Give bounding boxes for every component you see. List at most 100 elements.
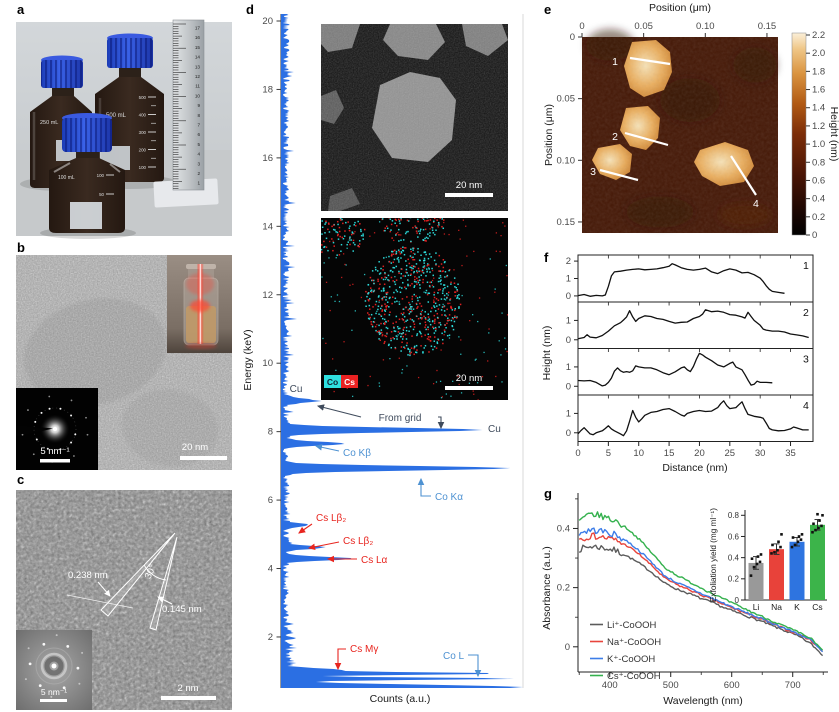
map-dot [347,241,349,243]
map-dot [400,277,402,279]
map-dot [411,283,413,285]
map-dot [318,218,320,220]
map-dot [421,317,423,319]
map-dot [436,225,439,227]
map-dot [380,290,383,292]
map-dot [432,215,434,217]
map-dot [325,221,327,224]
map-dot [441,314,443,316]
map-dot [397,256,400,259]
map-dot [370,289,373,291]
map-dot [438,326,440,328]
colorbar-tick-label: 2.0 [812,48,825,59]
map-dot [440,279,442,281]
map-dot [367,293,369,295]
map-dot [380,267,382,270]
map-dot [394,249,396,252]
map-dot [368,308,371,310]
map-dot [454,309,456,312]
map-dot [360,230,362,233]
eds-peak-label: Cs Lβ₂ [316,513,346,524]
map-dot [441,339,444,341]
map-dot [378,273,381,275]
map-dot [402,313,404,316]
map-dot [425,236,428,239]
map-dot [335,257,337,259]
map-dot [446,285,449,288]
yield-data-point [812,522,815,526]
d-spacing-1-arrow [97,581,111,597]
map-dot [501,312,503,314]
map-dot [407,309,410,311]
map-dot [386,301,389,303]
map-dot [384,272,386,274]
map-dot [454,307,456,310]
colorbar-tick-label: 1.4 [812,103,825,114]
g-xtick-label: 500 [663,680,679,691]
legend-li: Li⁺-CoOOH [607,620,656,631]
map-dot [385,299,387,301]
map-dot [456,297,458,299]
map-dot [367,384,369,387]
map-dot [405,264,408,267]
ruler-number: 12 [195,74,201,79]
map-dot [381,317,384,320]
map-dot [390,347,393,349]
map-dot [405,260,407,262]
map-dot [344,263,346,266]
map-dot [460,353,462,355]
map-dot [390,276,393,279]
yield-data-point [791,536,795,539]
map-dot [372,306,374,308]
map-dot [450,395,452,397]
map-dot [438,277,440,279]
map-dot [378,382,380,384]
map-dot [337,233,339,236]
eds-peak-label: From grid [379,413,422,424]
map-dot [388,255,390,258]
map-dot [309,227,311,229]
map-dot [394,346,397,349]
map-dot [379,339,381,341]
ruler-number: 13 [195,64,201,69]
map-dot [367,299,370,302]
afm-xtick-label: 0.05 [634,21,653,32]
map-dot [417,281,420,284]
map-dot [397,249,400,251]
map-dot [422,351,424,353]
map-dot [407,220,410,222]
map-dot [384,272,386,275]
d-spacing-2-label: 0.145 nm [162,604,202,615]
map-dot [432,232,435,234]
map-dot [429,340,432,342]
map-dot [373,282,375,285]
map-dot [441,306,444,308]
diffraction-spot [70,414,73,417]
map-dot [412,256,414,259]
map-dot [404,333,407,336]
map-dot [443,233,446,235]
map-dot [433,320,436,322]
hrtem-image: 30° 0.238 nm 0.145 nm 5 nm⁻¹ 2 nm [16,490,232,710]
map-dot [325,342,327,345]
map-dot [348,229,350,231]
inset-ytick-label: 0.4 [728,553,740,562]
absorbance-ylabel: Absorbance (a.u.) [541,546,553,629]
map-dot [336,254,338,256]
map-dot [348,239,351,241]
map-dot [409,354,411,357]
map-dot [324,223,326,225]
map-dot [418,276,420,278]
map-dot [413,323,416,326]
map-dot [412,308,415,310]
map-dot [473,250,475,253]
map-dot [425,291,427,294]
colorbar-tick-label: 0.4 [812,194,825,205]
map-dot [443,284,446,286]
map-dot [401,287,403,289]
map-dot [325,246,328,248]
map-dot [405,344,408,347]
inset-ytick-label: 0.8 [728,511,740,520]
map-dot [390,255,393,257]
map-dot [427,301,430,303]
